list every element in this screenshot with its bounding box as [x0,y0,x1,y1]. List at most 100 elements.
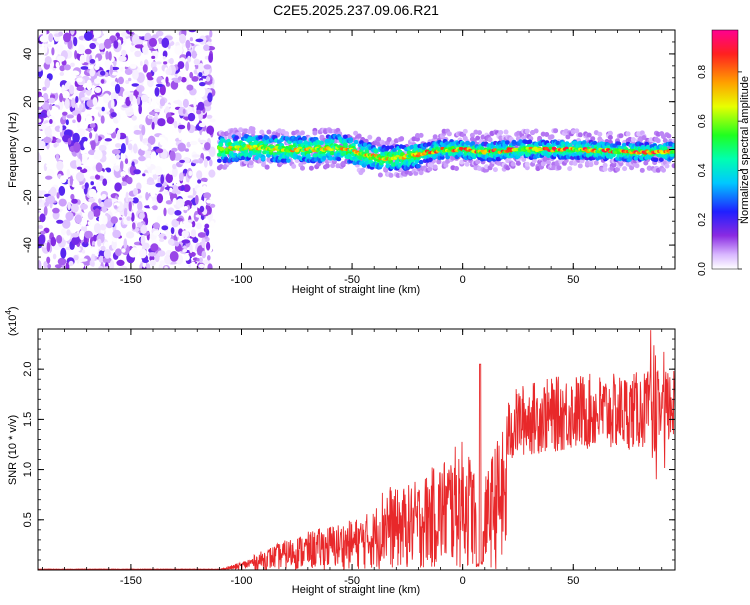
heatmap-band-cell [218,142,224,147]
heatmap-halo-cell [415,133,420,138]
heatmap-noise-cell [208,53,214,63]
heatmap-noise-cell [94,208,101,218]
heatmap-noise-cell [48,97,56,104]
heatmap-noise-cell [45,175,53,180]
heatmap-noise-cell [46,242,51,252]
heatmap-noise-cell [66,169,71,177]
x-tick-label: -50 [344,274,360,286]
heatmap-noise-cell [74,50,78,60]
heatmap-noise-cell [155,83,164,88]
heatmap-noise-cell [139,61,143,66]
heatmap-noise-cell [76,86,85,92]
heatmap-halo-cell [597,131,603,137]
y-tick-label: 0 [22,146,34,152]
heatmap-noise-cell [191,204,198,209]
heatmap-noise-cell [76,158,81,167]
heatmap-halo-cell [586,132,592,138]
heatmap-noise-cell [161,37,170,48]
heatmap-noise-cell [172,163,177,170]
heatmap-noise-cell [183,254,190,261]
heatmap-noise-cell [151,200,157,205]
heatmap-band-cell [301,135,307,141]
heatmap-noise-cell [38,139,43,149]
heatmap-noise-cell [159,238,165,243]
heatmap-noise-cell [181,43,186,48]
heatmap-noise-cell [89,132,93,139]
heatmap-noise-cell [197,86,206,98]
heatmap-noise-cell [91,253,95,263]
heatmap-noise-cell [137,200,143,212]
heatmap-halo-cell [399,136,405,142]
heatmap-noise-cell [112,229,121,239]
heatmap-noise-cell [62,111,68,116]
heatmap-noise-cell [187,219,193,223]
heatmap-band-cell [254,155,259,161]
heatmap-noise-cell [63,64,71,71]
heatmap-noise-cell [94,64,100,71]
heatmap-noise-cell [165,76,169,84]
heatmap-noise-cell [181,230,189,238]
heatmap-noise-cell [49,119,53,124]
heatmap-noise-cell [75,96,79,103]
heatmap-noise-cell [38,66,42,72]
heatmap-noise-cell [104,138,113,142]
colorbar-tick-label: 0.4 [697,163,708,177]
heatmap-halo-cell [377,172,383,178]
heatmap-noise-cell [44,78,51,89]
heatmap-noise-cell [104,59,111,69]
heatmap-noise-cell [127,112,134,116]
heatmap-noise-cell [203,158,208,168]
heatmap-noise-cell [177,61,185,70]
heatmap-noise-cell [102,93,110,104]
heatmap-noise-cell [183,206,189,211]
heatmap-noise-cell [154,87,160,97]
heatmap-halo-cell [432,164,438,170]
top-y-axis-label: Frequency (Hz) [7,112,19,188]
heatmap-halo-cell [577,163,583,169]
heatmap-noise-cell [38,118,42,123]
heatmap-band-cell [581,140,587,145]
heatmap-noise-cell [209,118,216,123]
heatmap-noise-cell [162,56,166,60]
heatmap-noise-cell [195,38,204,43]
heatmap-halo-cell [353,130,359,136]
heatmap-halo-cell [388,172,394,178]
heatmap-noise-cell [190,229,197,238]
heatmap-noise-cell [106,111,111,115]
heatmap-halo-cell [666,133,672,139]
heatmap-noise-cell [196,186,204,197]
heatmap-noise-cell [194,64,200,69]
heatmap-noise-cell [203,44,210,51]
heatmap-noise-cell [194,194,199,205]
bottom-x-ticks: -150 -100 -50 0 50 [42,329,663,587]
heatmap-noise-cell [188,170,193,176]
heatmap-noise-cell [78,258,88,262]
heatmap-noise-cell [53,143,58,148]
heatmap-noise-cell [189,140,198,146]
colorbar-tick-label: 0.6 [697,114,708,128]
heatmap-noise-cell [82,241,89,248]
heatmap-noise-cell [209,146,216,158]
heatmap-noise-cell [109,260,115,269]
heatmap-noise-cell [173,177,177,186]
colorbar-ticks: 0.0 0.2 0.4 0.6 0.8 [697,64,742,276]
x-tick-label: -150 [120,274,142,286]
heatmap-noise-cell [80,217,88,227]
heatmap-noise-cell [115,248,122,257]
heatmap-noise-cell [43,261,48,269]
heatmap-band-cell [343,134,348,139]
heatmap-noise-cell [103,38,112,49]
heatmap-noise-cell [48,209,53,215]
heatmap-noise-cell [198,72,203,77]
y-tick-label: 1.0 [22,462,34,477]
heatmap-noise-cell [187,112,196,122]
y-tick-label: -20 [22,189,34,205]
heatmap-noise-cell [114,182,122,192]
heatmap-noise-cell [210,84,215,89]
heatmap-noise-cell [58,31,63,37]
heatmap-noise-cell [76,113,82,123]
heatmap-noise-cell [123,61,132,67]
heatmap-noise-cell [54,264,63,269]
heatmap-halo-cell [360,167,366,173]
heatmap-noise-cell [206,241,211,251]
